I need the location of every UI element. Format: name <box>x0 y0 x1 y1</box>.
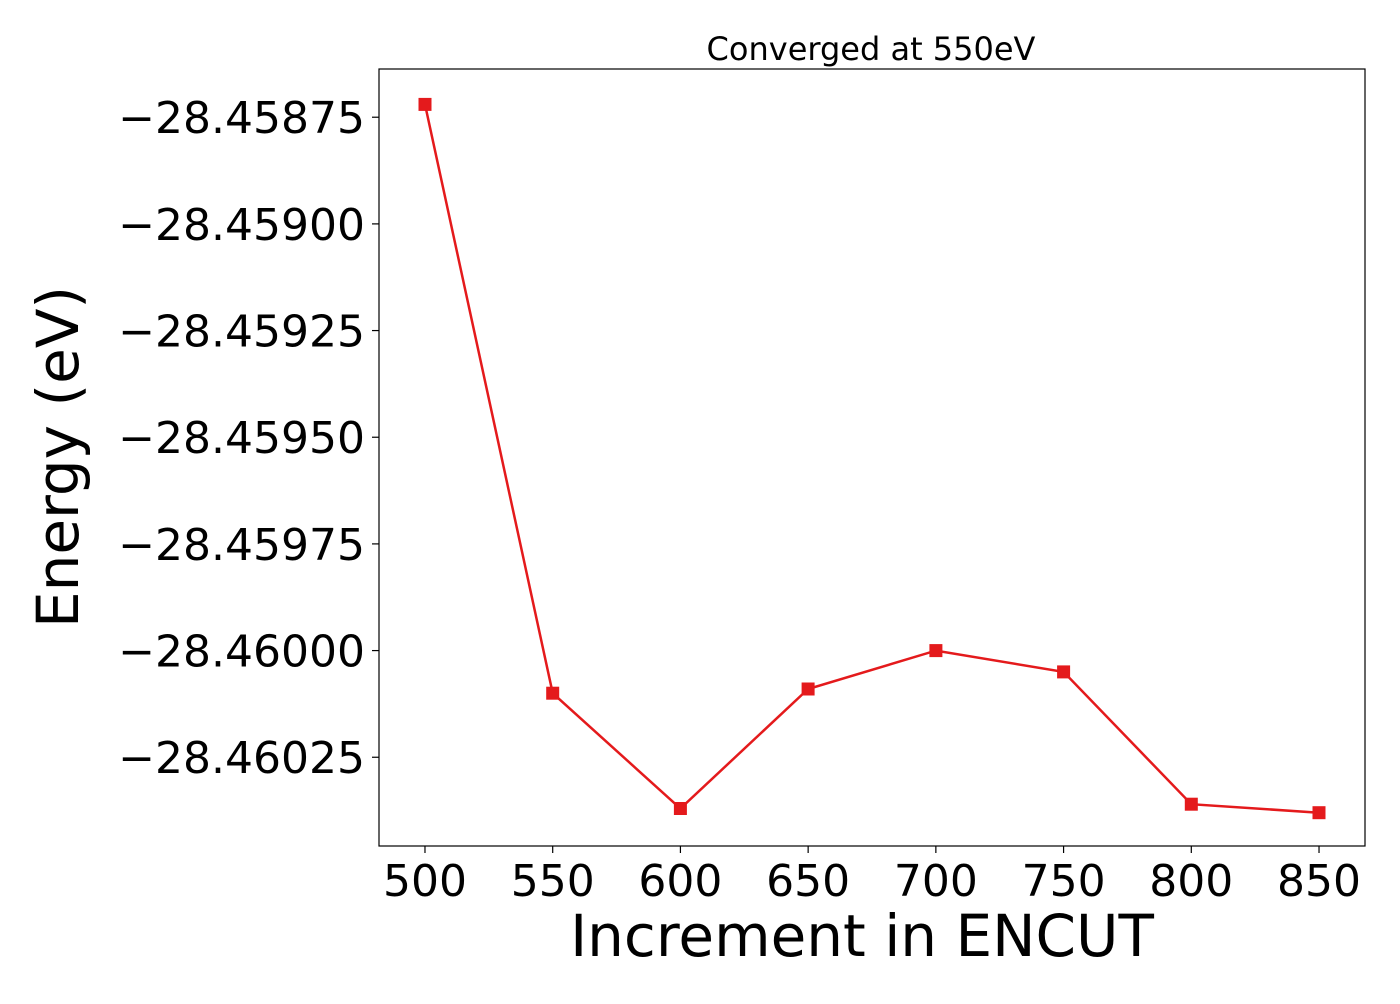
x-tick-label: 750 <box>1022 856 1106 907</box>
y-tick-label: −28.45950 <box>118 413 365 464</box>
x-tick-label: 550 <box>511 856 595 907</box>
series-layer <box>418 97 1326 820</box>
data-point-marker <box>1184 797 1198 811</box>
x-axis-title: Increment in ENCUT <box>570 902 1154 970</box>
y-axis-title: Energy (eV) <box>24 286 92 628</box>
y-tick-label: −28.46000 <box>118 627 365 678</box>
plot-area-frame <box>378 68 1366 847</box>
y-axis: −28.45875 −28.45900 −28.45925 −28.45950 −28.… <box>118 93 379 784</box>
x-axis: 500 550 600 650 700 750 800 850 <box>383 846 1361 907</box>
y-tick-label: −28.45875 <box>118 93 365 144</box>
data-point-marker <box>929 644 943 658</box>
data-point-marker <box>1312 806 1326 820</box>
x-tick-label: 600 <box>638 856 722 907</box>
data-point-marker <box>673 802 687 815</box>
data-point-marker <box>418 97 432 111</box>
data-point-marker <box>801 682 815 696</box>
data-point-marker <box>546 686 560 700</box>
x-tick-label: 800 <box>1149 856 1233 907</box>
x-tick-label: 850 <box>1277 856 1361 907</box>
y-tick-label: −28.45975 <box>118 520 365 571</box>
x-tick-label: 500 <box>383 856 467 907</box>
x-tick-label: 700 <box>894 856 978 907</box>
series-line <box>423 104 1320 814</box>
x-tick-label: 650 <box>766 856 850 907</box>
y-tick-label: −28.45925 <box>118 307 365 358</box>
y-tick-label: −28.46025 <box>118 733 365 784</box>
chart-title: Converged at 550eV <box>707 30 1036 68</box>
y-tick-label: −28.45900 <box>118 200 365 251</box>
data-point-marker <box>1057 665 1071 679</box>
